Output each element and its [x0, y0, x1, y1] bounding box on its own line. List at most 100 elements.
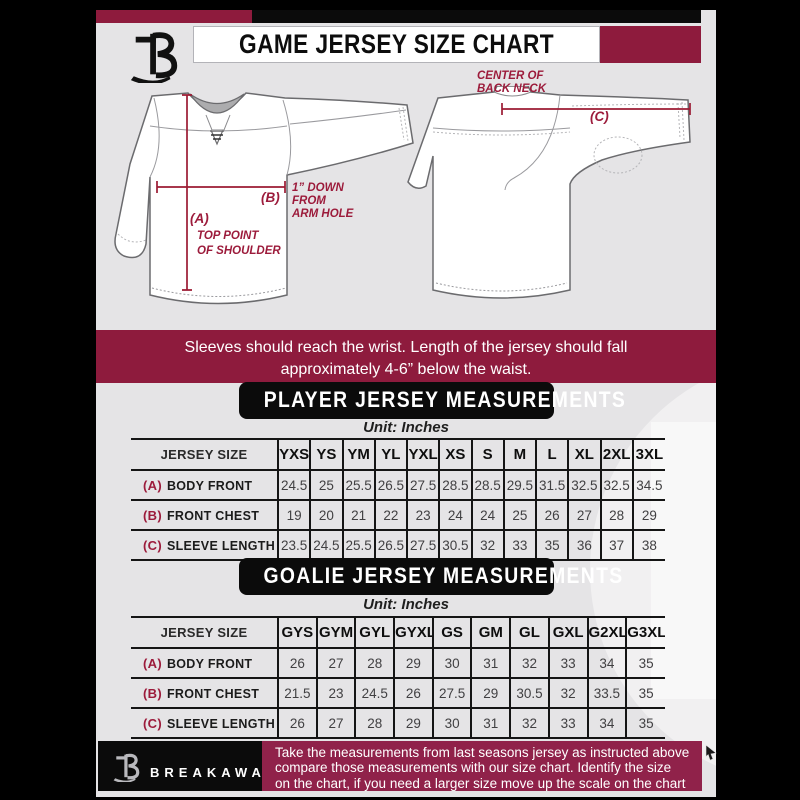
table-header-size: YS: [309, 438, 343, 471]
measurement-cell: 27.5: [431, 677, 472, 709]
table-header-size: YM: [341, 438, 375, 471]
measurement-cell: 27.5: [405, 469, 440, 501]
goalie-section-title-box: GOALIE JERSEY MEASUREMENTS: [239, 558, 622, 595]
measurement-cell: 26.5: [373, 529, 407, 561]
goalie-unit-label: Unit: Inches: [363, 596, 449, 613]
measurement-cell: 32: [547, 677, 588, 709]
measurement-cell: 35: [534, 529, 569, 561]
measurement-cell: 23.5: [276, 529, 311, 561]
measurement-cell: 35: [625, 707, 665, 739]
measurement-cell: 34.5: [631, 469, 665, 501]
measurement-b-label: (B): [261, 190, 280, 205]
measurement-cell: 25.5: [341, 469, 375, 501]
footer-instructions: Take the measurements from last seasons …: [262, 741, 702, 791]
measurement-cell: 33: [502, 529, 536, 561]
player-unit-label: Unit: Inches: [363, 419, 449, 436]
table-header-size: G3XL: [625, 616, 665, 649]
table-header-size: GM: [470, 616, 511, 649]
measurement-cell: 23: [315, 677, 356, 709]
table-row-label: (A) BODY FRONT: [131, 469, 278, 501]
table-header-size: GL: [509, 616, 549, 649]
table-header-size: GYL: [354, 616, 395, 649]
measurement-letter: (A): [143, 477, 162, 493]
measurement-cell: 28.5: [438, 469, 472, 501]
measurement-letter: (B): [143, 507, 162, 523]
measurement-cell: 21: [341, 499, 375, 531]
measurement-cell: 28: [354, 707, 395, 739]
table-header-size: L: [534, 438, 569, 471]
measurement-cell: 25.5: [341, 529, 375, 561]
table-row-label: (A) BODY FRONT: [131, 647, 278, 679]
table-header-size: GYXL: [393, 616, 433, 649]
goalie-section-title: GOALIE JERSEY MEASUREMENTS: [263, 563, 624, 588]
table-header-size: M: [502, 438, 536, 471]
measurement-cell: 33.5: [586, 677, 627, 709]
top-accent-bar-maroon: [96, 10, 252, 23]
measurement-cell: 27.5: [405, 529, 440, 561]
page-title-box: GAME JERSEY SIZE CHART: [193, 26, 600, 63]
measurement-cell: 30: [431, 707, 472, 739]
measurement-cell: 30.5: [438, 529, 472, 561]
measurement-cell: 32.5: [567, 469, 601, 501]
measurement-letter: (B): [143, 685, 162, 701]
measurement-cell: 26: [277, 707, 317, 739]
measurement-cell: 38: [631, 529, 665, 561]
measurement-letter: (C): [143, 715, 162, 731]
front-jersey-diagram: [114, 92, 414, 305]
table-header-size: GXL: [547, 616, 588, 649]
table-header-size: GS: [431, 616, 472, 649]
table-header-size: GYM: [315, 616, 356, 649]
measurement-cell: 27: [315, 647, 356, 679]
back-jersey-diagram: [407, 86, 691, 299]
measurement-cell: 31.5: [534, 469, 569, 501]
page-title: GAME JERSEY SIZE CHART: [238, 29, 555, 59]
measurement-letter: (C): [143, 537, 162, 553]
goalie-measurements-table: JERSEY SIZE GYS GYM GYL GYXL GS GM GL GXL G2XL G3X…: [131, 616, 665, 739]
fit-note-banner: Sleeves should reach the wrist. Length o…: [96, 330, 716, 383]
table-header-size: YXL: [405, 438, 440, 471]
measurement-c-label: (C): [590, 109, 609, 124]
table-row-label: (B) FRONT CHEST: [131, 499, 278, 531]
table-row-label: (B) FRONT CHEST: [131, 677, 278, 709]
player-section-title-box: PLAYER JERSEY MEASUREMENTS: [239, 382, 625, 419]
player-section-title: PLAYER JERSEY MEASUREMENTS: [263, 387, 627, 412]
measurement-cell: 29: [470, 677, 511, 709]
table-row-label: (C) SLEEVE LENGTH: [131, 529, 278, 561]
measurement-cell: 32: [509, 647, 549, 679]
table-header-size: GYS: [277, 616, 317, 649]
measurement-cell: 27: [567, 499, 601, 531]
measurement-cell: 24.5: [354, 677, 395, 709]
measurement-cell: 30.5: [509, 677, 549, 709]
measurement-cell: 26: [393, 677, 433, 709]
measurement-cell: 34: [586, 707, 627, 739]
measurement-cell: 26: [534, 499, 569, 531]
measurement-cell: 28: [599, 499, 633, 531]
table-header-size: G2XL: [586, 616, 627, 649]
measurement-cell: 27: [315, 707, 356, 739]
table-row-label: (C) SLEEVE LENGTH: [131, 707, 278, 739]
table-header-size: YL: [373, 438, 407, 471]
measurement-cell: 35: [625, 677, 665, 709]
table-header-size: YXS: [276, 438, 311, 471]
table-header-size: XL: [567, 438, 601, 471]
table-header-jersey-size: JERSEY SIZE: [131, 438, 278, 471]
top-accent-bar: [96, 10, 701, 23]
title-maroon-block: [600, 26, 701, 63]
measurement-cell: 28: [354, 647, 395, 679]
measurement-cell: 32: [470, 529, 504, 561]
measurement-cell: 31: [470, 647, 511, 679]
measurement-cell: 23: [405, 499, 440, 531]
breakaway-b-logo-small-icon: [113, 753, 140, 782]
measurement-a-label: (A): [190, 211, 209, 226]
measurement-cell: 24: [438, 499, 472, 531]
top-of-shoulder-note: TOP POINT OF SHOULDER: [197, 230, 281, 257]
footer-brand-name: BREAKAWAY: [150, 765, 279, 780]
center-back-neck-note: CENTER OF BACK NECK: [477, 70, 546, 95]
measurement-cell: 29: [631, 499, 665, 531]
measurement-cell: 31: [470, 707, 511, 739]
measurement-cell: 29: [393, 707, 433, 739]
table-header-size: S: [470, 438, 504, 471]
measurement-cell: 19: [276, 499, 311, 531]
table-header-jersey-size: JERSEY SIZE: [131, 616, 278, 649]
